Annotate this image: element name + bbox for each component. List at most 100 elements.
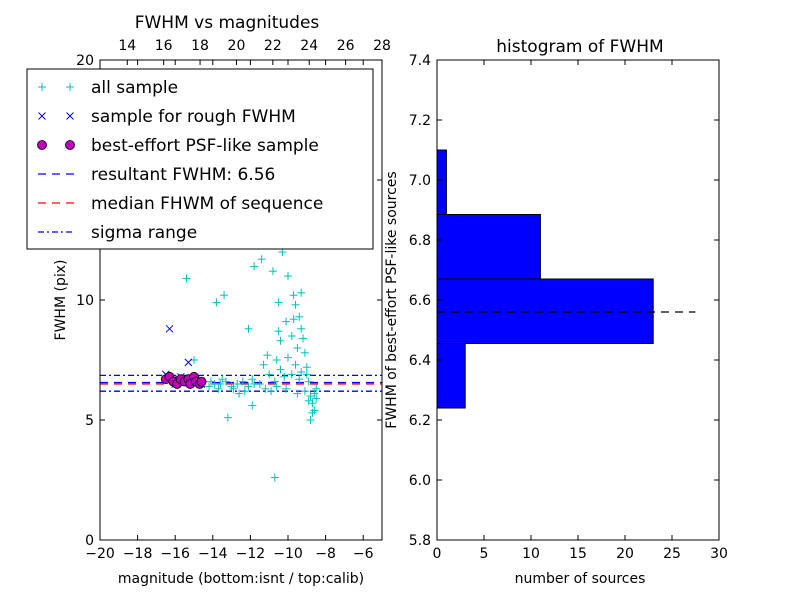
hist-y-tick-label: 7.2 — [409, 113, 431, 129]
point-s0-2 — [212, 298, 221, 307]
legend-item: resultant FWHM: 6.56 — [38, 165, 275, 185]
point-s0-76 — [240, 387, 249, 396]
hist-y-tick-label: 6.2 — [409, 413, 431, 429]
point-s0-19 — [282, 317, 291, 326]
histogram-bar-2 — [436, 214, 541, 280]
hist-y-tick-label: 6.4 — [409, 353, 431, 369]
point-s0-55 — [244, 382, 253, 391]
point-s0-0 — [182, 274, 191, 283]
hist-x-tick-label: 5 — [480, 546, 489, 562]
point-s0-6 — [244, 324, 253, 333]
point-s1-1 — [184, 358, 193, 367]
legend-label: resultant FWHM: 6.56 — [91, 165, 275, 185]
hist-x-tick-label: 10 — [522, 546, 540, 562]
hist-y-tick-label: 6.0 — [409, 473, 431, 489]
point-s0-12 — [268, 267, 277, 276]
scatter-x-axis-label: magnitude (bottom:isnt / top:calib) — [118, 571, 364, 587]
point-s0-67 — [218, 375, 227, 384]
point-s0-24 — [291, 300, 300, 309]
top-x-tick-label: 20 — [228, 38, 246, 54]
histogram-bar-3 — [436, 149, 447, 215]
point-s0-13 — [270, 473, 279, 482]
top-x-tick-label: 18 — [191, 38, 209, 54]
point-s0-11 — [265, 370, 274, 379]
point-s0-14 — [272, 382, 281, 391]
point-s0-30 — [302, 363, 311, 372]
point-s0-46 — [287, 370, 296, 379]
legend-label: all sample — [91, 78, 178, 98]
point-s0-42 — [300, 387, 309, 396]
legend-marker-swatch — [37, 140, 47, 150]
point-s0-38 — [308, 408, 317, 417]
scatter-y-axis-label: FWHM (pix) — [53, 260, 69, 341]
point-s0-4 — [223, 413, 232, 422]
point-s0-16 — [276, 336, 285, 345]
y-tick-label: 0 — [85, 533, 94, 549]
point-s0-73 — [297, 288, 306, 297]
scatter-x-ticks: −20 −18 −16 −14 −12 −10 −8 −6 — [85, 60, 374, 562]
x-tick-label: −18 — [123, 546, 153, 562]
x-tick-label: −12 — [236, 546, 266, 562]
legend-box — [26, 68, 374, 250]
histogram-panel: 0 5 10 15 20 25 30 5.8 6.0 6.2 6.4 6.6 6.8 7.0 7.2 7.4… — [384, 37, 728, 587]
histogram-bar-1 — [436, 278, 654, 344]
y-tick-label: 20 — [76, 53, 94, 69]
point-s0-9 — [257, 255, 266, 264]
histogram-bar-0 — [436, 343, 466, 409]
top-x-tick-label: 22 — [264, 38, 282, 54]
point-s0-56 — [238, 377, 247, 386]
point-s0-62 — [205, 382, 214, 391]
point-s0-39 — [306, 416, 315, 424]
scatter-points — [160, 226, 321, 482]
point-s0-52 — [261, 384, 270, 393]
point-s0-69 — [270, 377, 279, 386]
x-tick-label: −14 — [198, 546, 228, 562]
histogram-bars — [436, 149, 654, 409]
point-s0-25 — [293, 344, 302, 352]
top-x-tick-label: 26 — [337, 38, 355, 54]
point-s0-7 — [248, 401, 257, 410]
point-s0-27 — [297, 324, 306, 333]
legend-marker-swatch — [65, 140, 75, 150]
point-s0-50 — [272, 356, 281, 364]
x-tick-label: −10 — [273, 546, 303, 562]
legend: all sample sample for rough FWHM best-effo… — [26, 68, 374, 250]
hist-x-tick-label: 20 — [616, 546, 634, 562]
point-s0-29 — [300, 348, 309, 357]
hist-y-tick-label: 6.8 — [409, 233, 431, 249]
point-s0-37 — [310, 389, 319, 398]
hist-y-tick-label: 5.8 — [409, 533, 431, 549]
legend-item: median FHWM of sequence — [38, 194, 323, 214]
point-s0-41 — [302, 370, 311, 379]
top-x-tick-label: 24 — [300, 38, 318, 54]
histogram-x-ticks: 0 5 10 15 20 25 30 — [433, 60, 728, 562]
scatter-title: FWHM vs magnitudes — [135, 13, 320, 33]
point-s0-65 — [248, 375, 257, 384]
point-s0-28 — [299, 334, 308, 343]
legend-marker-swatch — [66, 83, 74, 91]
point-s0-15 — [274, 298, 283, 307]
legend-label: median FHWM of sequence — [91, 194, 323, 214]
top-x-tick-label: 14 — [118, 38, 136, 54]
histogram-y-axis-label: FWHM of best-effort PSF-like sources — [384, 171, 400, 428]
point-s0-54 — [250, 380, 259, 388]
x-tick-label: −20 — [85, 546, 115, 562]
legend-item: sigma range — [38, 223, 197, 243]
point-s0-5 — [235, 389, 244, 398]
histogram-x-axis-label: number of sources — [515, 571, 646, 587]
hist-y-tick-label: 7.4 — [409, 53, 431, 69]
point-s0-40 — [304, 396, 313, 405]
point-s0-23 — [289, 291, 298, 300]
legend-item: sample for rough FWHM — [38, 107, 296, 127]
point-s0-77 — [214, 384, 223, 393]
point-s0-71 — [293, 389, 302, 398]
point-s0-8 — [250, 262, 259, 271]
point-s2-11 — [196, 376, 207, 387]
point-s0-51 — [267, 387, 276, 396]
legend-label: sample for rough FWHM — [91, 107, 296, 127]
y-tick-label: 10 — [76, 293, 94, 309]
hist-y-tick-label: 7.0 — [409, 173, 431, 189]
hist-x-tick-label: 15 — [569, 546, 587, 562]
histogram-y-ticks: 5.8 6.0 6.2 6.4 6.6 6.8 7.0 7.2 7.4 — [409, 53, 719, 549]
point-s0-36 — [312, 384, 321, 393]
